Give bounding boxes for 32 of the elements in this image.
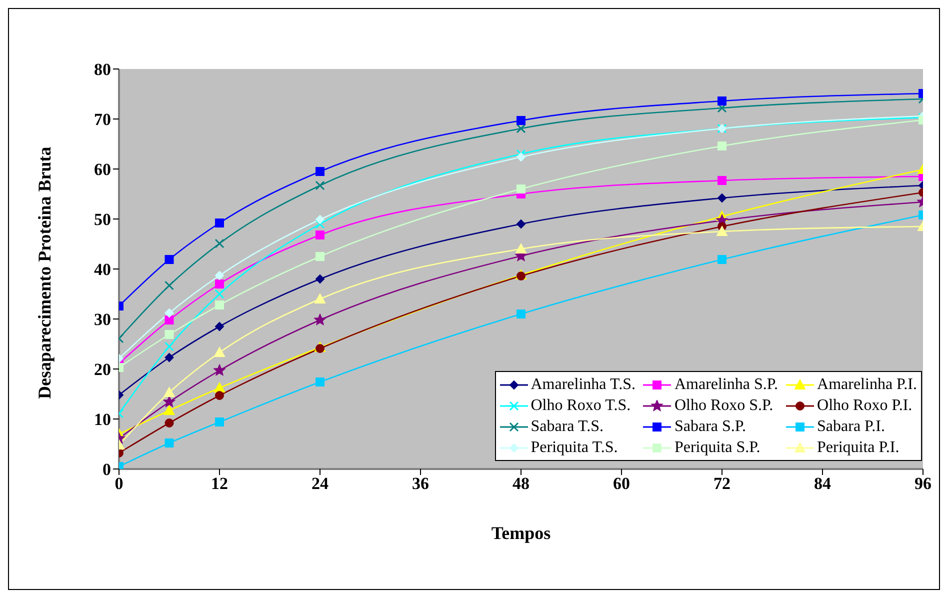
- y-tick-label: 30: [94, 310, 111, 330]
- y-tick-label: 60: [94, 160, 111, 180]
- y-tick-label: 70: [94, 110, 111, 130]
- legend-label: Olho Roxo T.S.: [530, 396, 631, 416]
- legend-label: Amarelinha P.I.: [817, 375, 917, 395]
- y-tick-label: 10: [94, 410, 111, 430]
- x-tick-label: 12: [211, 474, 228, 494]
- y-tick-label: 50: [94, 210, 111, 230]
- legend-label: Sabara S.P.: [674, 417, 746, 437]
- legend-label: Olho Roxo S.P.: [674, 396, 774, 416]
- legend-label: Olho Roxo P.I.: [817, 396, 912, 416]
- x-tick-label: 0: [114, 474, 124, 494]
- y-tick-label: 40: [94, 260, 111, 280]
- x-tick-label: 48: [512, 474, 530, 494]
- x-tick-label: 72: [714, 474, 730, 494]
- legend-label: Amarelinha S.P.: [674, 375, 778, 395]
- y-tick-label: 20: [94, 360, 111, 380]
- legend-label: Sabara T.S.: [530, 417, 604, 437]
- x-tick-label: 96: [914, 474, 932, 494]
- y-tick-label: 80: [94, 60, 111, 80]
- x-tick-label: 24: [312, 474, 329, 494]
- legend-label: Sabara P.I.: [817, 417, 885, 437]
- y-tick-label: 0: [102, 460, 111, 480]
- legend-label: Periquita T.S.: [530, 438, 618, 458]
- x-tick-label: 36: [412, 474, 429, 494]
- y-axis-title: Desaparecimento Proteina Bruta: [34, 146, 54, 399]
- legend-label: Periquita P.I.: [817, 438, 900, 458]
- x-tick-label: 84: [814, 474, 832, 494]
- x-axis-title: Tempos: [491, 523, 551, 543]
- legend-label: Amarelinha T.S.: [530, 375, 636, 395]
- x-tick-label: 60: [613, 474, 630, 494]
- legend-label: Periquita S.P.: [674, 438, 760, 458]
